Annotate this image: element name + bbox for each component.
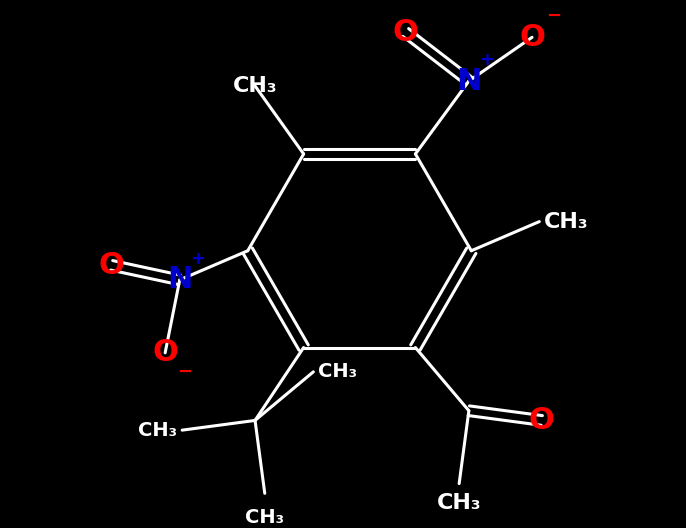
Text: CH₃: CH₃: [437, 493, 482, 513]
Text: CH₃: CH₃: [246, 508, 284, 527]
Text: N: N: [456, 67, 482, 96]
Text: N: N: [167, 266, 192, 295]
Text: O: O: [393, 18, 418, 47]
Text: CH₃: CH₃: [544, 212, 589, 232]
Text: CH₃: CH₃: [318, 362, 357, 381]
Text: O: O: [519, 23, 545, 52]
Text: CH₃: CH₃: [139, 421, 177, 440]
Text: +: +: [190, 250, 204, 268]
Text: +: +: [479, 51, 494, 69]
Text: O: O: [152, 338, 178, 367]
Text: O: O: [529, 406, 555, 435]
Text: O: O: [99, 251, 125, 280]
Text: CH₃: CH₃: [233, 76, 277, 96]
Text: −: −: [177, 363, 192, 381]
Text: −: −: [546, 7, 561, 25]
